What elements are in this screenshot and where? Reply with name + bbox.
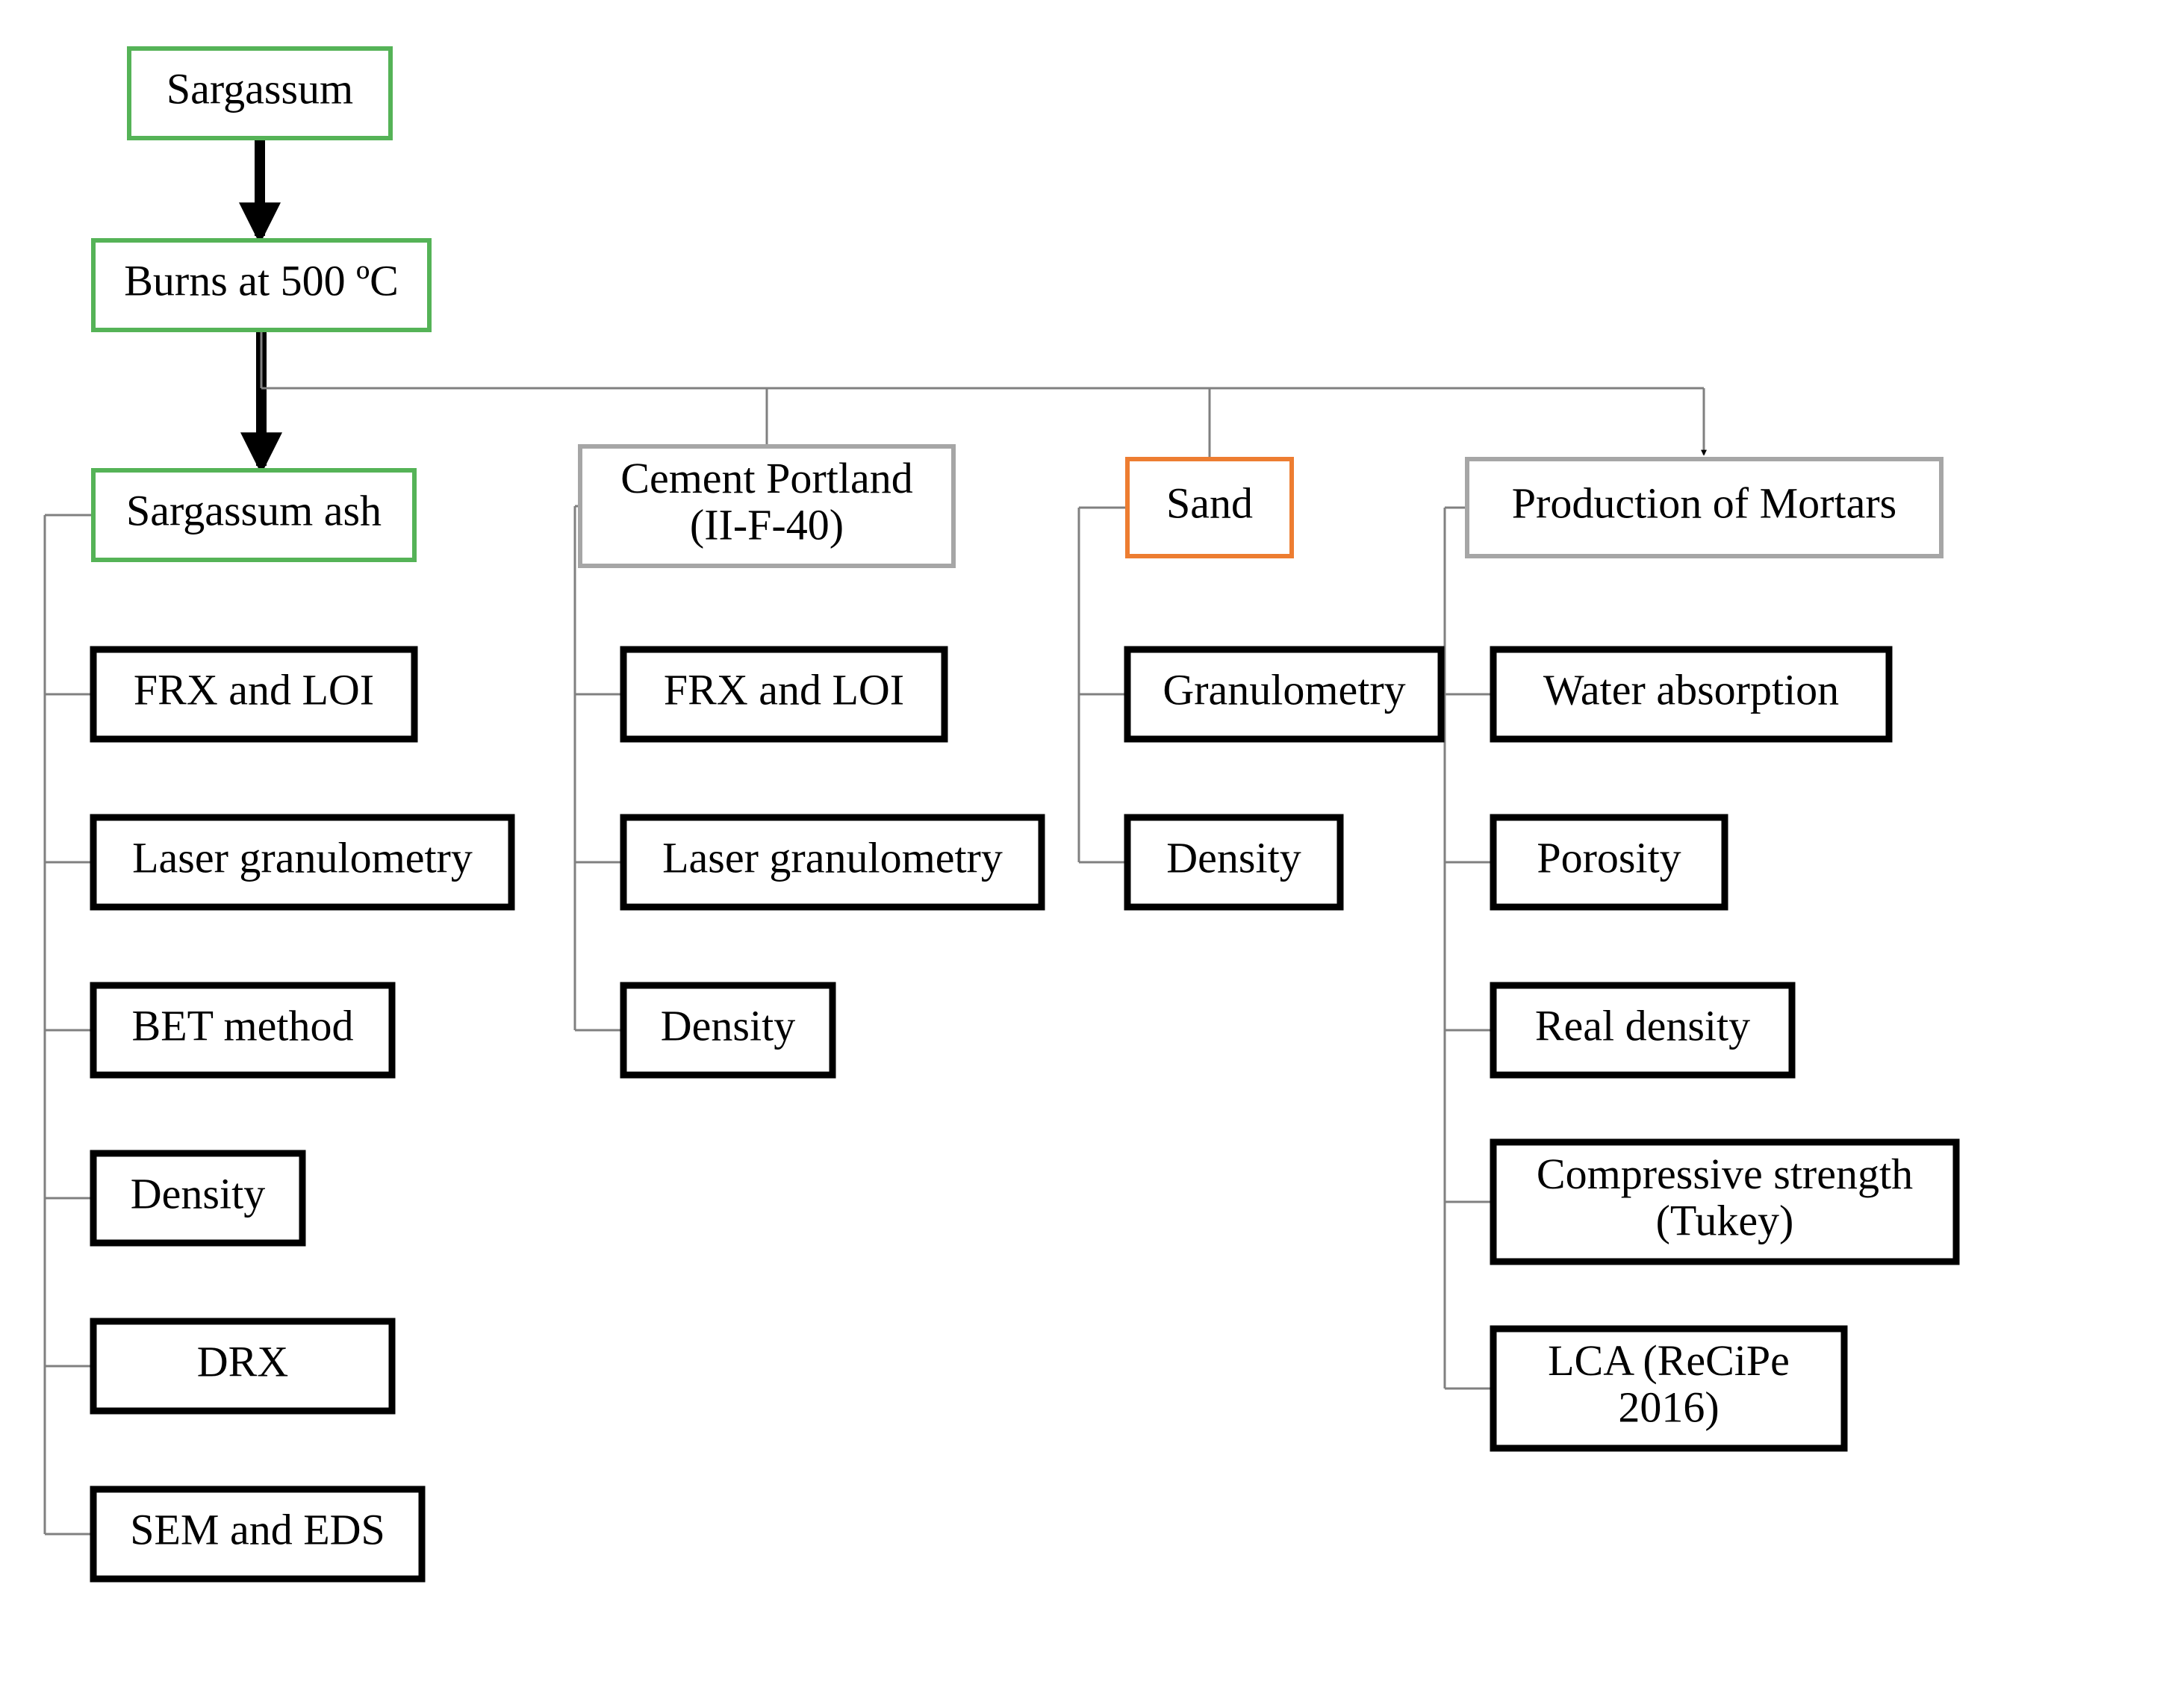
node-m_comp-label-1: (Tukey) bbox=[1656, 1197, 1794, 1245]
node-ash_frx: FRX and LOI bbox=[93, 649, 414, 739]
node-cem_lg: Laser granulometry bbox=[623, 817, 1042, 907]
node-sargassum: Sargassum bbox=[129, 49, 390, 138]
node-ash_den-label-0: Density bbox=[131, 1169, 265, 1218]
node-sand-label-0: Sand bbox=[1166, 479, 1253, 527]
node-cem_frx: FRX and LOI bbox=[623, 649, 944, 739]
node-ash_lg: Laser granulometry bbox=[93, 817, 511, 907]
node-sand_gran-label-0: Granulometry bbox=[1163, 665, 1405, 714]
node-m_por: Porosity bbox=[1493, 817, 1725, 907]
node-ash_bet-label-0: BET method bbox=[132, 1001, 354, 1050]
node-cement-label-1: (II-F-40) bbox=[690, 501, 844, 549]
node-ash-label-0: Sargassum ash bbox=[126, 486, 382, 534]
node-ash_drx-label-0: DRX bbox=[197, 1337, 288, 1386]
node-sand_gran: Granulometry bbox=[1127, 649, 1441, 739]
node-ash_lg-label-0: Laser granulometry bbox=[132, 833, 473, 882]
node-ash: Sargassum ash bbox=[93, 470, 414, 560]
node-ash_sem-label-0: SEM and EDS bbox=[130, 1505, 385, 1553]
node-m_water: Water absorption bbox=[1493, 649, 1889, 739]
node-m_comp-label-0: Compressive strength bbox=[1537, 1150, 1913, 1198]
node-m_comp: Compressive strength(Tukey) bbox=[1493, 1142, 1956, 1262]
node-sand_den: Density bbox=[1127, 817, 1340, 907]
node-m_water-label-0: Water absorption bbox=[1543, 665, 1839, 714]
node-cem_den: Density bbox=[623, 985, 833, 1075]
node-cem_frx-label-0: FRX and LOI bbox=[664, 665, 904, 714]
node-mortars-label-0: Production of Mortars bbox=[1512, 479, 1897, 527]
node-m_lca-label-1: 2016) bbox=[1618, 1383, 1719, 1432]
node-cem_den-label-0: Density bbox=[661, 1001, 795, 1050]
node-ash_frx-label-0: FRX and LOI bbox=[134, 665, 374, 714]
node-burns-label-0: Burns at 500 ºC bbox=[124, 256, 399, 305]
node-ash_drx: DRX bbox=[93, 1321, 392, 1411]
node-ash_den: Density bbox=[93, 1153, 302, 1243]
node-ash_bet: BET method bbox=[93, 985, 392, 1075]
node-m_lca: LCA (ReCiPe2016) bbox=[1493, 1329, 1844, 1448]
node-m_rden: Real density bbox=[1493, 985, 1792, 1075]
node-m_rden-label-0: Real density bbox=[1535, 1001, 1750, 1050]
node-cement-label-0: Cement Portland bbox=[620, 454, 912, 502]
node-cement: Cement Portland(II-F-40) bbox=[580, 446, 953, 566]
node-sargassum-label-0: Sargassum bbox=[167, 64, 353, 113]
node-burns: Burns at 500 ºC bbox=[93, 240, 429, 330]
node-sand: Sand bbox=[1127, 459, 1292, 556]
node-mortars: Production of Mortars bbox=[1467, 459, 1941, 556]
node-ash_sem: SEM and EDS bbox=[93, 1489, 422, 1579]
node-m_por-label-0: Porosity bbox=[1537, 833, 1681, 882]
node-cem_lg-label-0: Laser granulometry bbox=[662, 833, 1003, 882]
node-m_lca-label-0: LCA (ReCiPe bbox=[1548, 1336, 1790, 1385]
node-sand_den-label-0: Density bbox=[1166, 833, 1301, 882]
